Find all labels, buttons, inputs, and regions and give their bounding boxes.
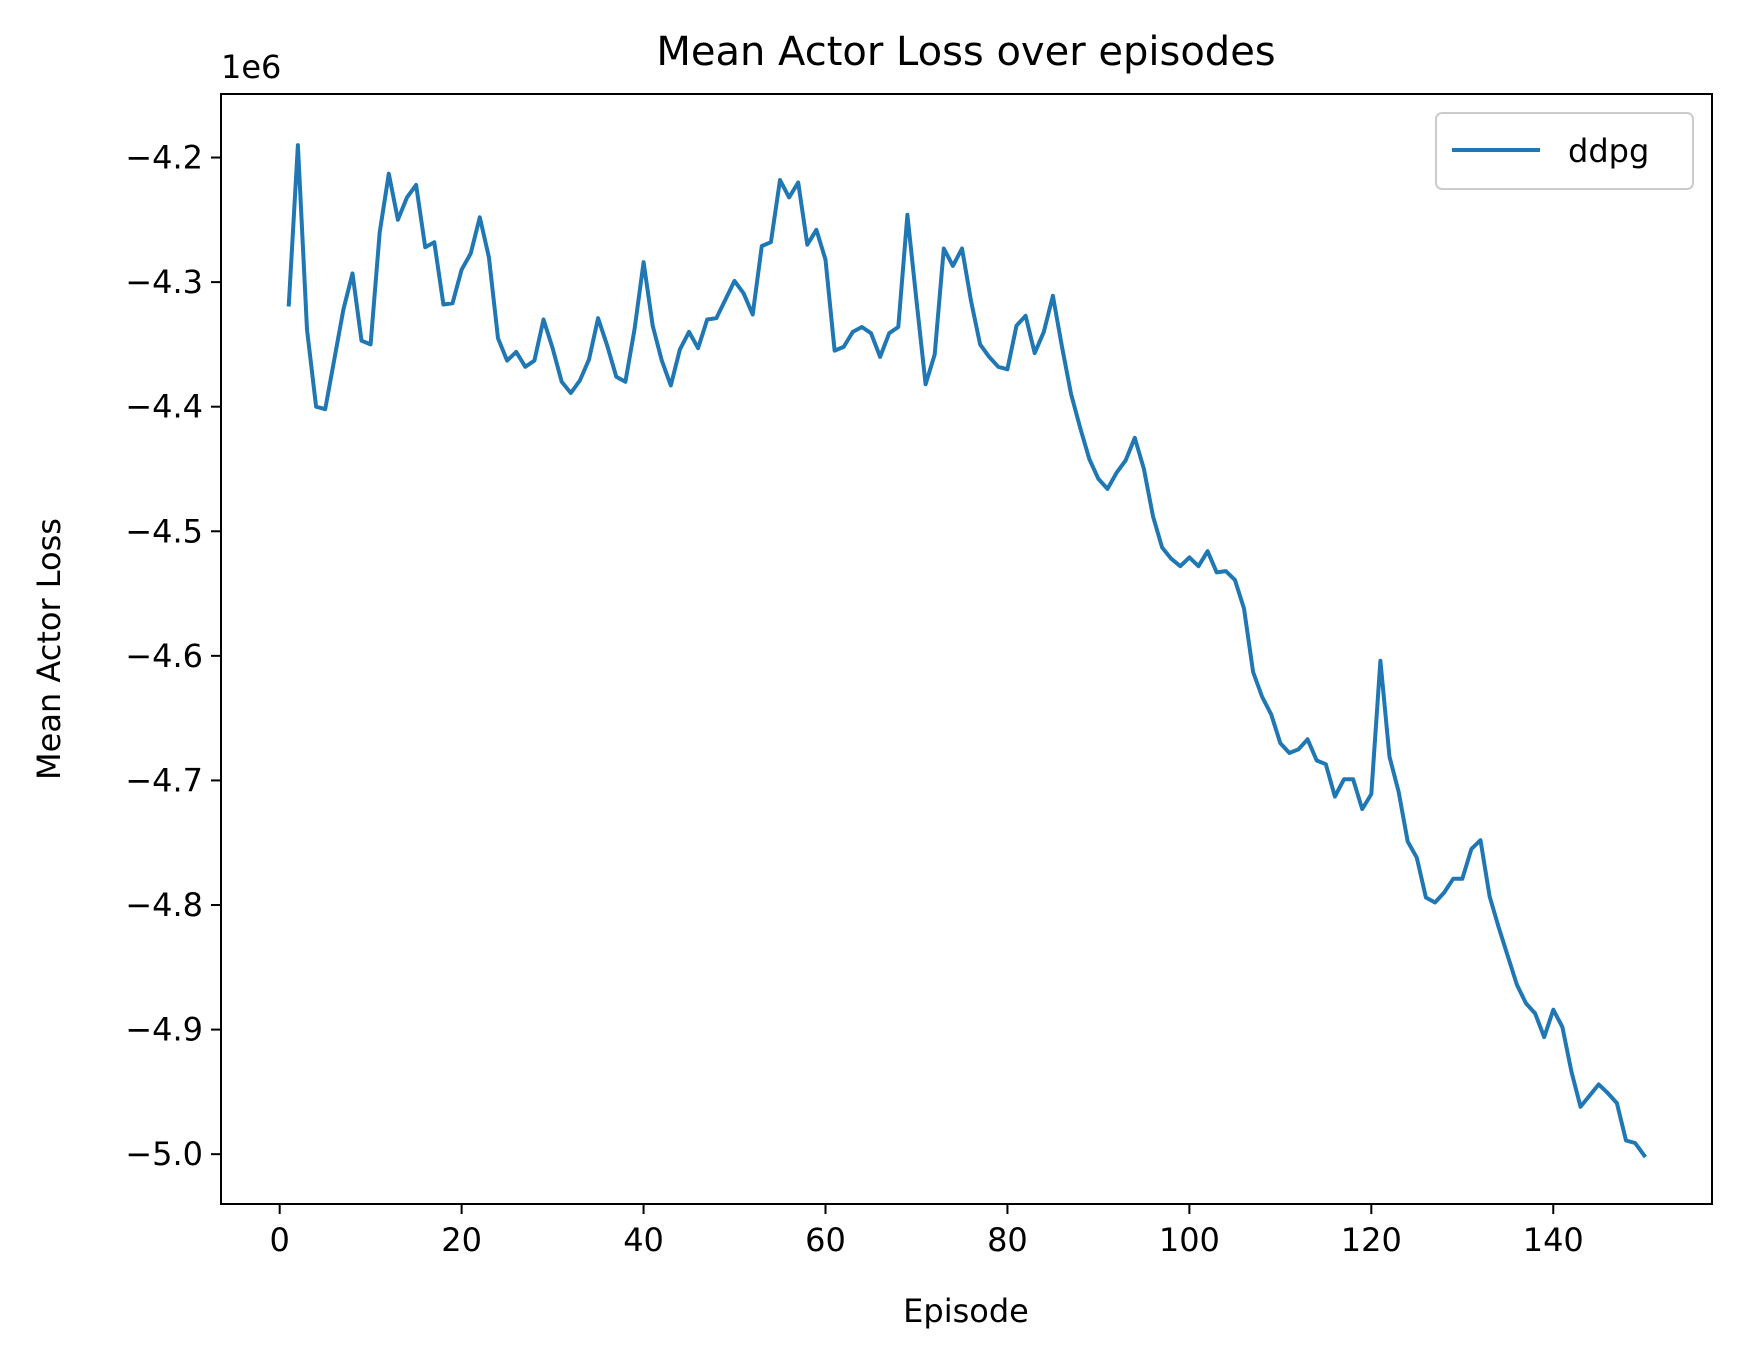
x-tick-label: 0 (269, 1221, 289, 1259)
plot-frame (220, 93, 1713, 1205)
y-axis-ticks: −4.2 −4.3 −4.4 −4.5 −4.6 −4.7 −4.8 −4.9 −5.0 (125, 139, 221, 1173)
x-tick-label: 80 (987, 1221, 1028, 1259)
x-tick-label: 100 (1159, 1221, 1220, 1259)
series-line-ddpg (286, 143, 1647, 1159)
legend-label-ddpg: ddpg (1568, 132, 1649, 170)
series-layer (286, 143, 1647, 1159)
x-tick-label: 60 (805, 1221, 846, 1259)
chart-title: Mean Actor Loss over episodes (656, 29, 1275, 75)
y-axis-offset-label: 1e6 (221, 48, 281, 86)
legend-box (1435, 112, 1694, 190)
y-tick-label: −4.2 (125, 139, 203, 177)
y-tick-label: −4.3 (125, 263, 203, 301)
y-tick-label: −4.7 (125, 761, 203, 799)
x-tick-label: 20 (441, 1221, 482, 1259)
legend: ddpg (1435, 112, 1694, 190)
y-tick-label: −5.0 (125, 1135, 203, 1173)
x-tick-label: 120 (1341, 1221, 1402, 1259)
plot-area (221, 94, 1712, 1204)
x-tick-label: 140 (1523, 1221, 1584, 1259)
y-axis-label: Mean Actor Loss (30, 518, 68, 780)
y-tick-label: −4.8 (125, 886, 203, 924)
y-tick-label: −4.4 (125, 388, 203, 426)
x-axis-ticks: 0 20 40 60 80 100 120 140 (269, 1204, 1584, 1259)
x-axis-label: Episode (903, 1292, 1029, 1330)
x-tick-label: 40 (623, 1221, 664, 1259)
y-tick-label: −4.9 (125, 1011, 203, 1049)
y-tick-label: −4.5 (125, 512, 203, 550)
y-tick-label: −4.6 (125, 637, 203, 675)
